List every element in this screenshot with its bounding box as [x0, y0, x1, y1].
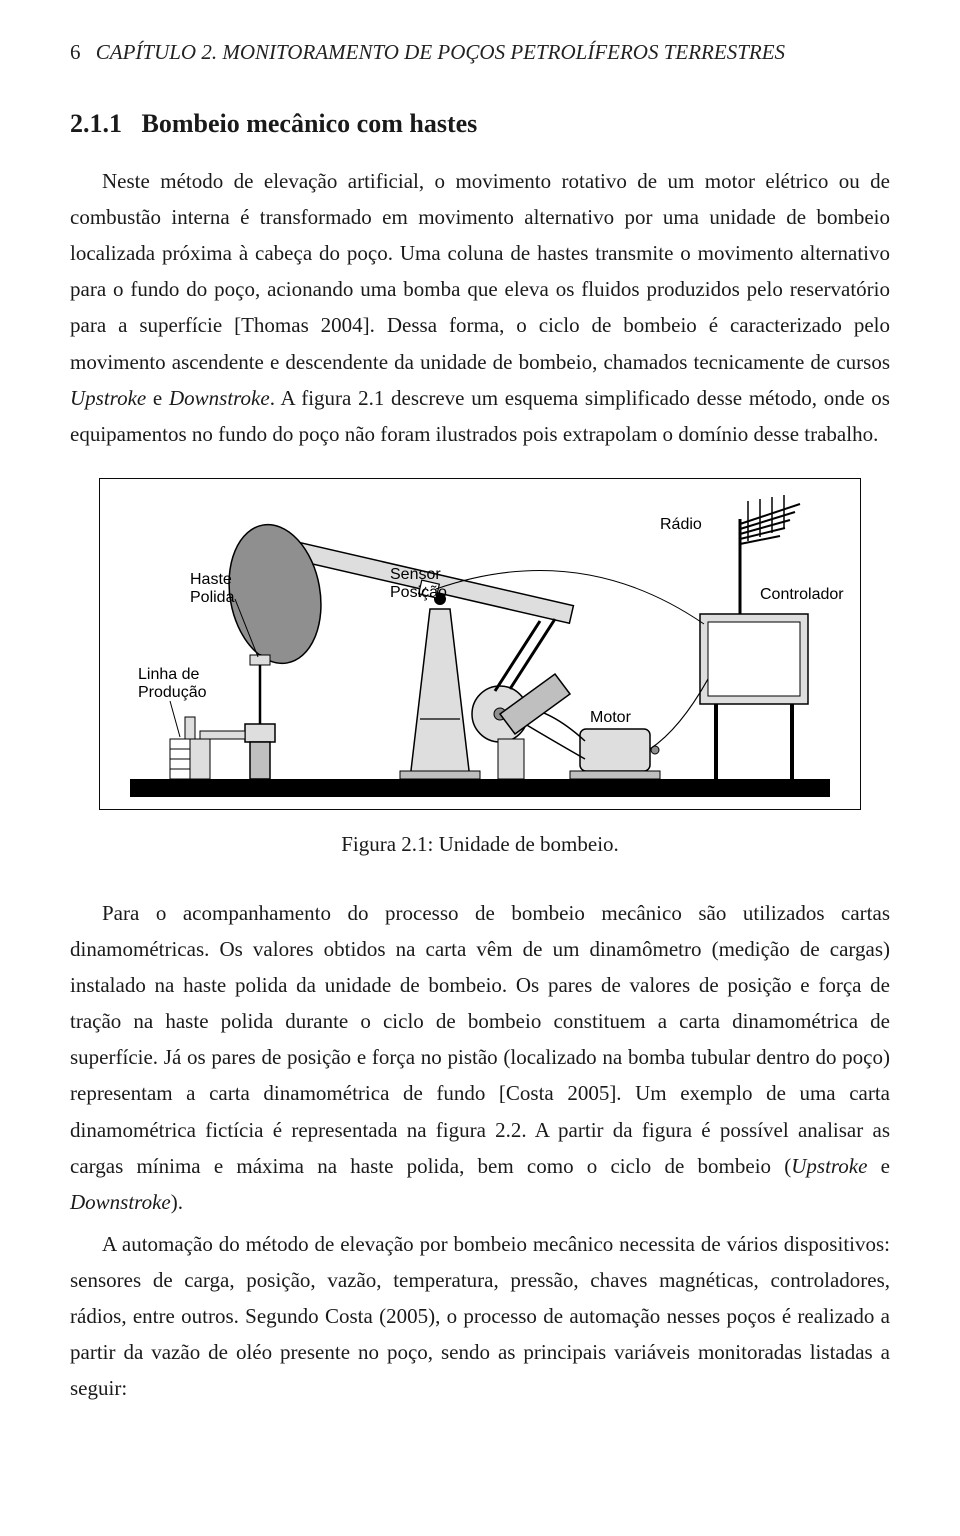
label-linha: Linha deProdução — [138, 666, 207, 701]
paragraph-3: A automação do método de elevação por bo… — [70, 1226, 890, 1407]
running-header: 6 CAPÍTULO 2. MONITORAMENTO DE POÇOS PET… — [70, 40, 890, 65]
label-radio: Rádio — [660, 516, 702, 533]
paragraph-1: Neste método de elevação artificial, o m… — [70, 163, 890, 452]
section-title: Bombeio mecânico com hastes — [142, 109, 478, 138]
figure-2-1: Rádio Controlador Motor — [99, 478, 861, 810]
label-controlador: Controlador — [760, 586, 844, 603]
a-frame-icon — [400, 609, 480, 779]
page-number: 6 — [70, 40, 81, 64]
controller-box-icon — [700, 614, 808, 779]
horse-head-icon — [219, 517, 332, 671]
label-haste: HastePolida — [190, 571, 235, 606]
base-slab — [130, 779, 830, 797]
label-motor: Motor — [590, 709, 632, 726]
crank-counterweight-icon — [472, 674, 570, 779]
running-title: CAPÍTULO 2. MONITORAMENTO DE POÇOS PETRO… — [96, 40, 785, 64]
label-sensor: SensorPosição — [390, 566, 447, 601]
section-heading: 2.1.1 Bombeio mecânico com hastes — [70, 109, 890, 139]
paragraph-2: Para o acompanhamento do processo de bom… — [70, 895, 890, 1220]
figure-caption: Figura 2.1: Unidade de bombeio. — [70, 832, 890, 857]
section-number: 2.1.1 — [70, 109, 122, 138]
pump-unit-diagram: Rádio Controlador Motor — [100, 479, 860, 809]
